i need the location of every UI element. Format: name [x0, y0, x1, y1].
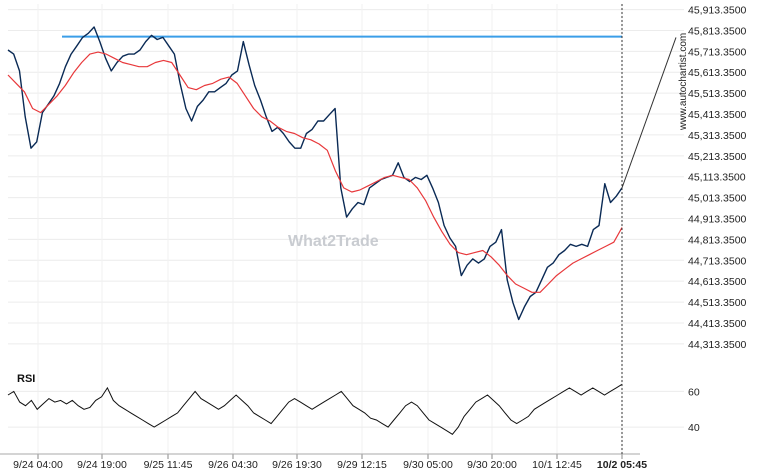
rsi-tick-label: 40: [688, 422, 700, 434]
x-tick-label: 9/30 20:00: [467, 459, 517, 471]
moving-average-line: [7, 51, 623, 293]
x-axis: 9/24 04:00 9/24 19:00 9/25 11:45 9/26 04:30…: [0, 453, 647, 471]
y-tick-label: 45,513.3500: [688, 88, 747, 100]
y-tick-label: 44,413.3500: [688, 318, 747, 330]
autochartist-url: www.autochartist.com: [678, 33, 689, 131]
price-series: [7, 26, 623, 321]
x-tick-label: 10/2 05:45: [597, 459, 647, 471]
y-tick-label: 44,713.3500: [688, 255, 747, 267]
rsi-label: RSI: [17, 373, 35, 385]
price-grid: [8, 4, 684, 455]
x-tick-label: 9/24 04:00: [13, 459, 63, 471]
y-tick-label: 45,213.3500: [688, 151, 747, 163]
rsi-line: [7, 383, 623, 435]
y-tick-label: 44,613.3500: [688, 276, 747, 288]
x-tick-label: 9/24 19:00: [77, 459, 127, 471]
y-tick-label: 44,513.3500: [688, 297, 747, 309]
y-tick-label: 45,913.3500: [688, 5, 747, 17]
y-axis: 44,313.3500 44,413.3500 44,513.3500 44,613.…: [688, 5, 747, 351]
price-line: [7, 26, 623, 321]
y-tick-label: 45,113.3500: [688, 172, 746, 184]
y-tick-label: 45,013.3500: [688, 193, 747, 205]
rsi-panel: 40 60: [7, 383, 700, 435]
x-tick-label: 9/30 05:00: [403, 459, 453, 471]
y-tick-label: 44,913.3500: [688, 213, 747, 225]
y-tick-label: 45,413.3500: [688, 109, 747, 121]
y-tick-label: 45,713.3500: [688, 46, 747, 58]
x-tick-label: 9/25 11:45: [144, 459, 193, 471]
y-tick-label: 45,813.3500: [688, 25, 747, 37]
projection-line: [621, 37, 677, 189]
x-tick-label: 9/26 04:30: [208, 459, 258, 471]
x-tick-label: 9/29 12:15: [337, 459, 387, 471]
x-tick-label: 9/26 19:30: [272, 459, 322, 471]
watermark-logo: What2Trade: [288, 233, 379, 250]
projection-segment: [621, 37, 677, 189]
y-tick-label: 45,613.3500: [688, 67, 747, 79]
y-tick-label: 45,313.3500: [688, 130, 747, 142]
rsi-tick-label: 60: [688, 386, 700, 398]
y-tick-label: 44,313.3500: [688, 339, 747, 351]
y-tick-label: 44,813.3500: [688, 234, 747, 246]
x-tick-label: 10/1 12:45: [532, 459, 582, 471]
